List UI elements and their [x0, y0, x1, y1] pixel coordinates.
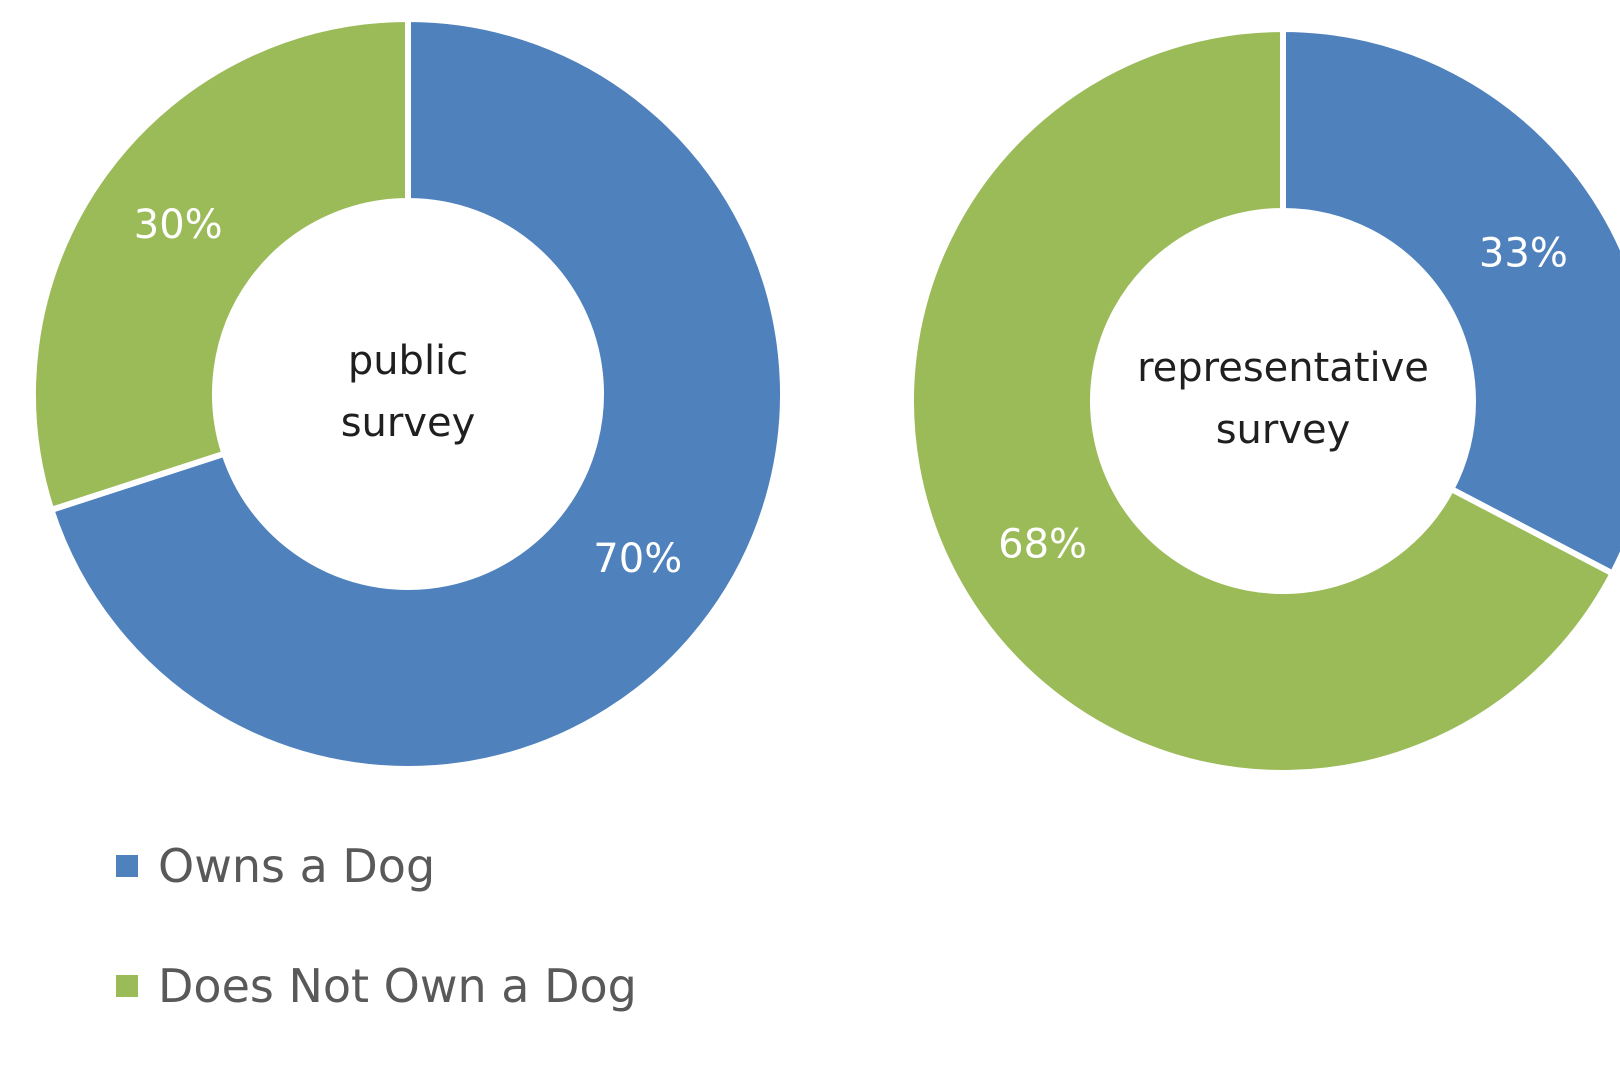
slice-representative-survey-owns-dog: [1280, 25, 1620, 578]
center-label-representative-survey-line-1: representative: [1137, 345, 1429, 391]
slice-public-survey-does-not-own-dog: [30, 15, 411, 514]
legend-label-does-not-own-dog: Does Not Own a Dog: [158, 959, 637, 1013]
slice-label-public-survey-owns-dog: 70%: [593, 536, 682, 582]
slice-representative-survey-does-not-own-dog: [908, 25, 1617, 776]
center-label-representative-survey-line-2: survey: [1216, 407, 1351, 453]
legend-label-owns-dog: Owns a Dog: [158, 839, 436, 893]
legend-swatch-does-not-own-dog: [116, 975, 138, 997]
donut-representative-survey: 33% 68% representative survey: [908, 25, 1620, 776]
slice-public-survey-owns-dog: [47, 15, 786, 772]
slice-label-public-survey-does-not-own-dog: 30%: [134, 202, 223, 248]
donut-charts: 70% 30% public survey 33% 68% representative su…: [30, 15, 1620, 776]
legend-item-does-not-own-dog: Does Not Own a Dog: [116, 956, 637, 1016]
slice-label-representative-survey-does-not-own-dog: 68%: [998, 522, 1087, 568]
donut-public-survey: 70% 30% public survey: [30, 15, 786, 772]
center-label-public-survey-line-2: survey: [341, 400, 476, 446]
legend-swatch-owns-dog: [116, 855, 138, 877]
center-label-public-survey-line-1: public: [348, 338, 468, 384]
legend: Owns a Dog Does Not Own a Dog: [116, 836, 637, 1076]
slice-label-representative-survey-owns-dog: 33%: [1479, 230, 1568, 276]
legend-item-owns-dog: Owns a Dog: [116, 836, 637, 896]
